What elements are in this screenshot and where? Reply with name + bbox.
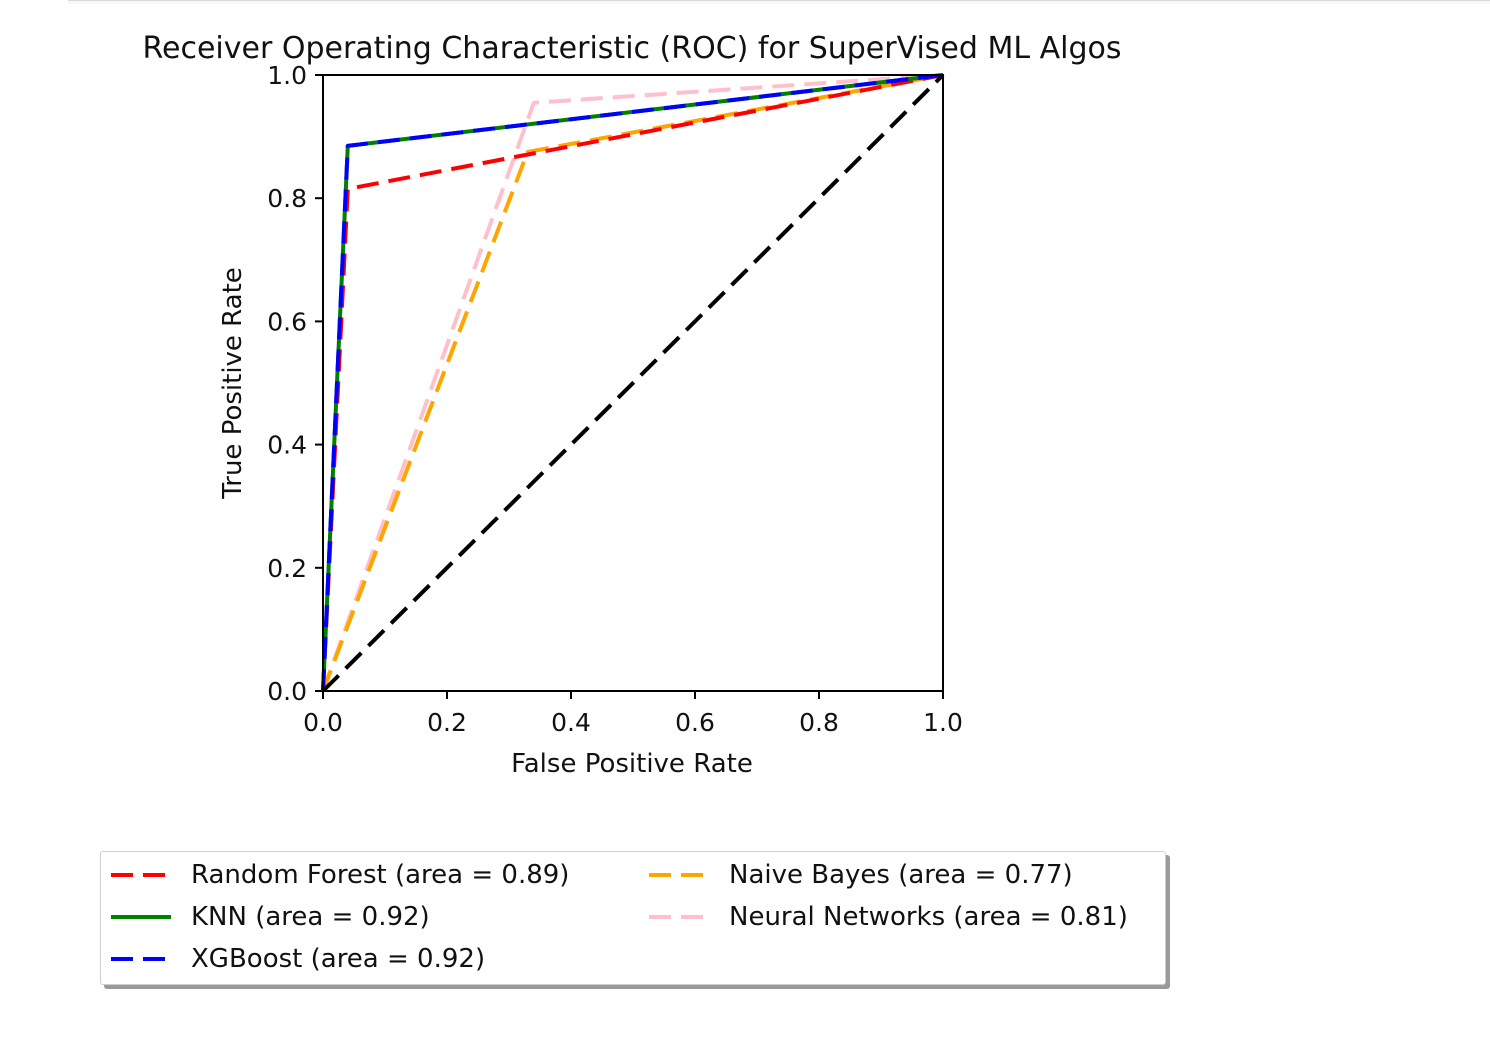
legend-swatch-xgboost [111, 957, 171, 961]
y-tick-label: 0.8 [267, 184, 307, 213]
roc-curve-naive-bayes [321, 73, 944, 692]
legend-item-random-forest: Random Forest (area = 0.89) [111, 855, 569, 895]
y-tick-label: 1.0 [267, 61, 307, 90]
legend-label-neural-networks: Neural Networks (area = 0.81) [729, 902, 1128, 932]
y-tick-label: 0.0 [267, 677, 307, 706]
legend-swatch-knn [111, 915, 171, 919]
notebook-cell-border [68, 0, 1490, 4]
chart-title: Receiver Operating Characteristic (ROC) … [143, 31, 1122, 66]
diagonal-reference-line [321, 73, 945, 693]
legend-item-naive-bayes: Naive Bayes (area = 0.77) [649, 855, 1073, 895]
roc-curve-neural-networks [321, 73, 944, 692]
x-tick-label: 0.0 [303, 708, 343, 737]
series-layer [321, 73, 945, 693]
y-tick-label: 0.2 [267, 554, 307, 583]
legend: Random Forest (area = 0.89) KNN (area = … [100, 851, 1166, 985]
y-axis-label: True Positive Rate [218, 267, 248, 500]
roc-curve-xgboost [321, 73, 944, 692]
legend-item-knn: KNN (area = 0.92) [111, 897, 430, 937]
legend-label-random-forest: Random Forest (area = 0.89) [191, 860, 570, 890]
x-axis-label: False Positive Rate [511, 749, 753, 779]
legend-swatch-random-forest [111, 873, 171, 877]
y-axis: 0.0 0.2 0.4 0.6 0.8 1.0 [267, 61, 323, 706]
legend-item-xgboost: XGBoost (area = 0.92) [111, 939, 485, 979]
x-tick-label: 1.0 [923, 708, 963, 737]
legend-label-naive-bayes: Naive Bayes (area = 0.77) [729, 860, 1073, 890]
x-tick-label: 0.8 [799, 708, 839, 737]
x-tick-label: 0.2 [427, 708, 467, 737]
legend-label-knn: KNN (area = 0.92) [191, 902, 430, 932]
legend-swatch-naive-bayes [649, 873, 709, 877]
x-axis: 0.0 0.2 0.4 0.6 0.8 1.0 [303, 691, 963, 737]
legend-label-xgboost: XGBoost (area = 0.92) [191, 944, 486, 974]
legend-swatch-neural-networks [649, 915, 709, 919]
y-tick-label: 0.6 [267, 307, 307, 336]
plot-frame [322, 74, 944, 692]
legend-item-neural-networks: Neural Networks (area = 0.81) [649, 897, 1128, 937]
x-tick-label: 0.4 [551, 708, 591, 737]
y-tick-label: 0.4 [267, 431, 307, 460]
x-tick-label: 0.6 [675, 708, 715, 737]
